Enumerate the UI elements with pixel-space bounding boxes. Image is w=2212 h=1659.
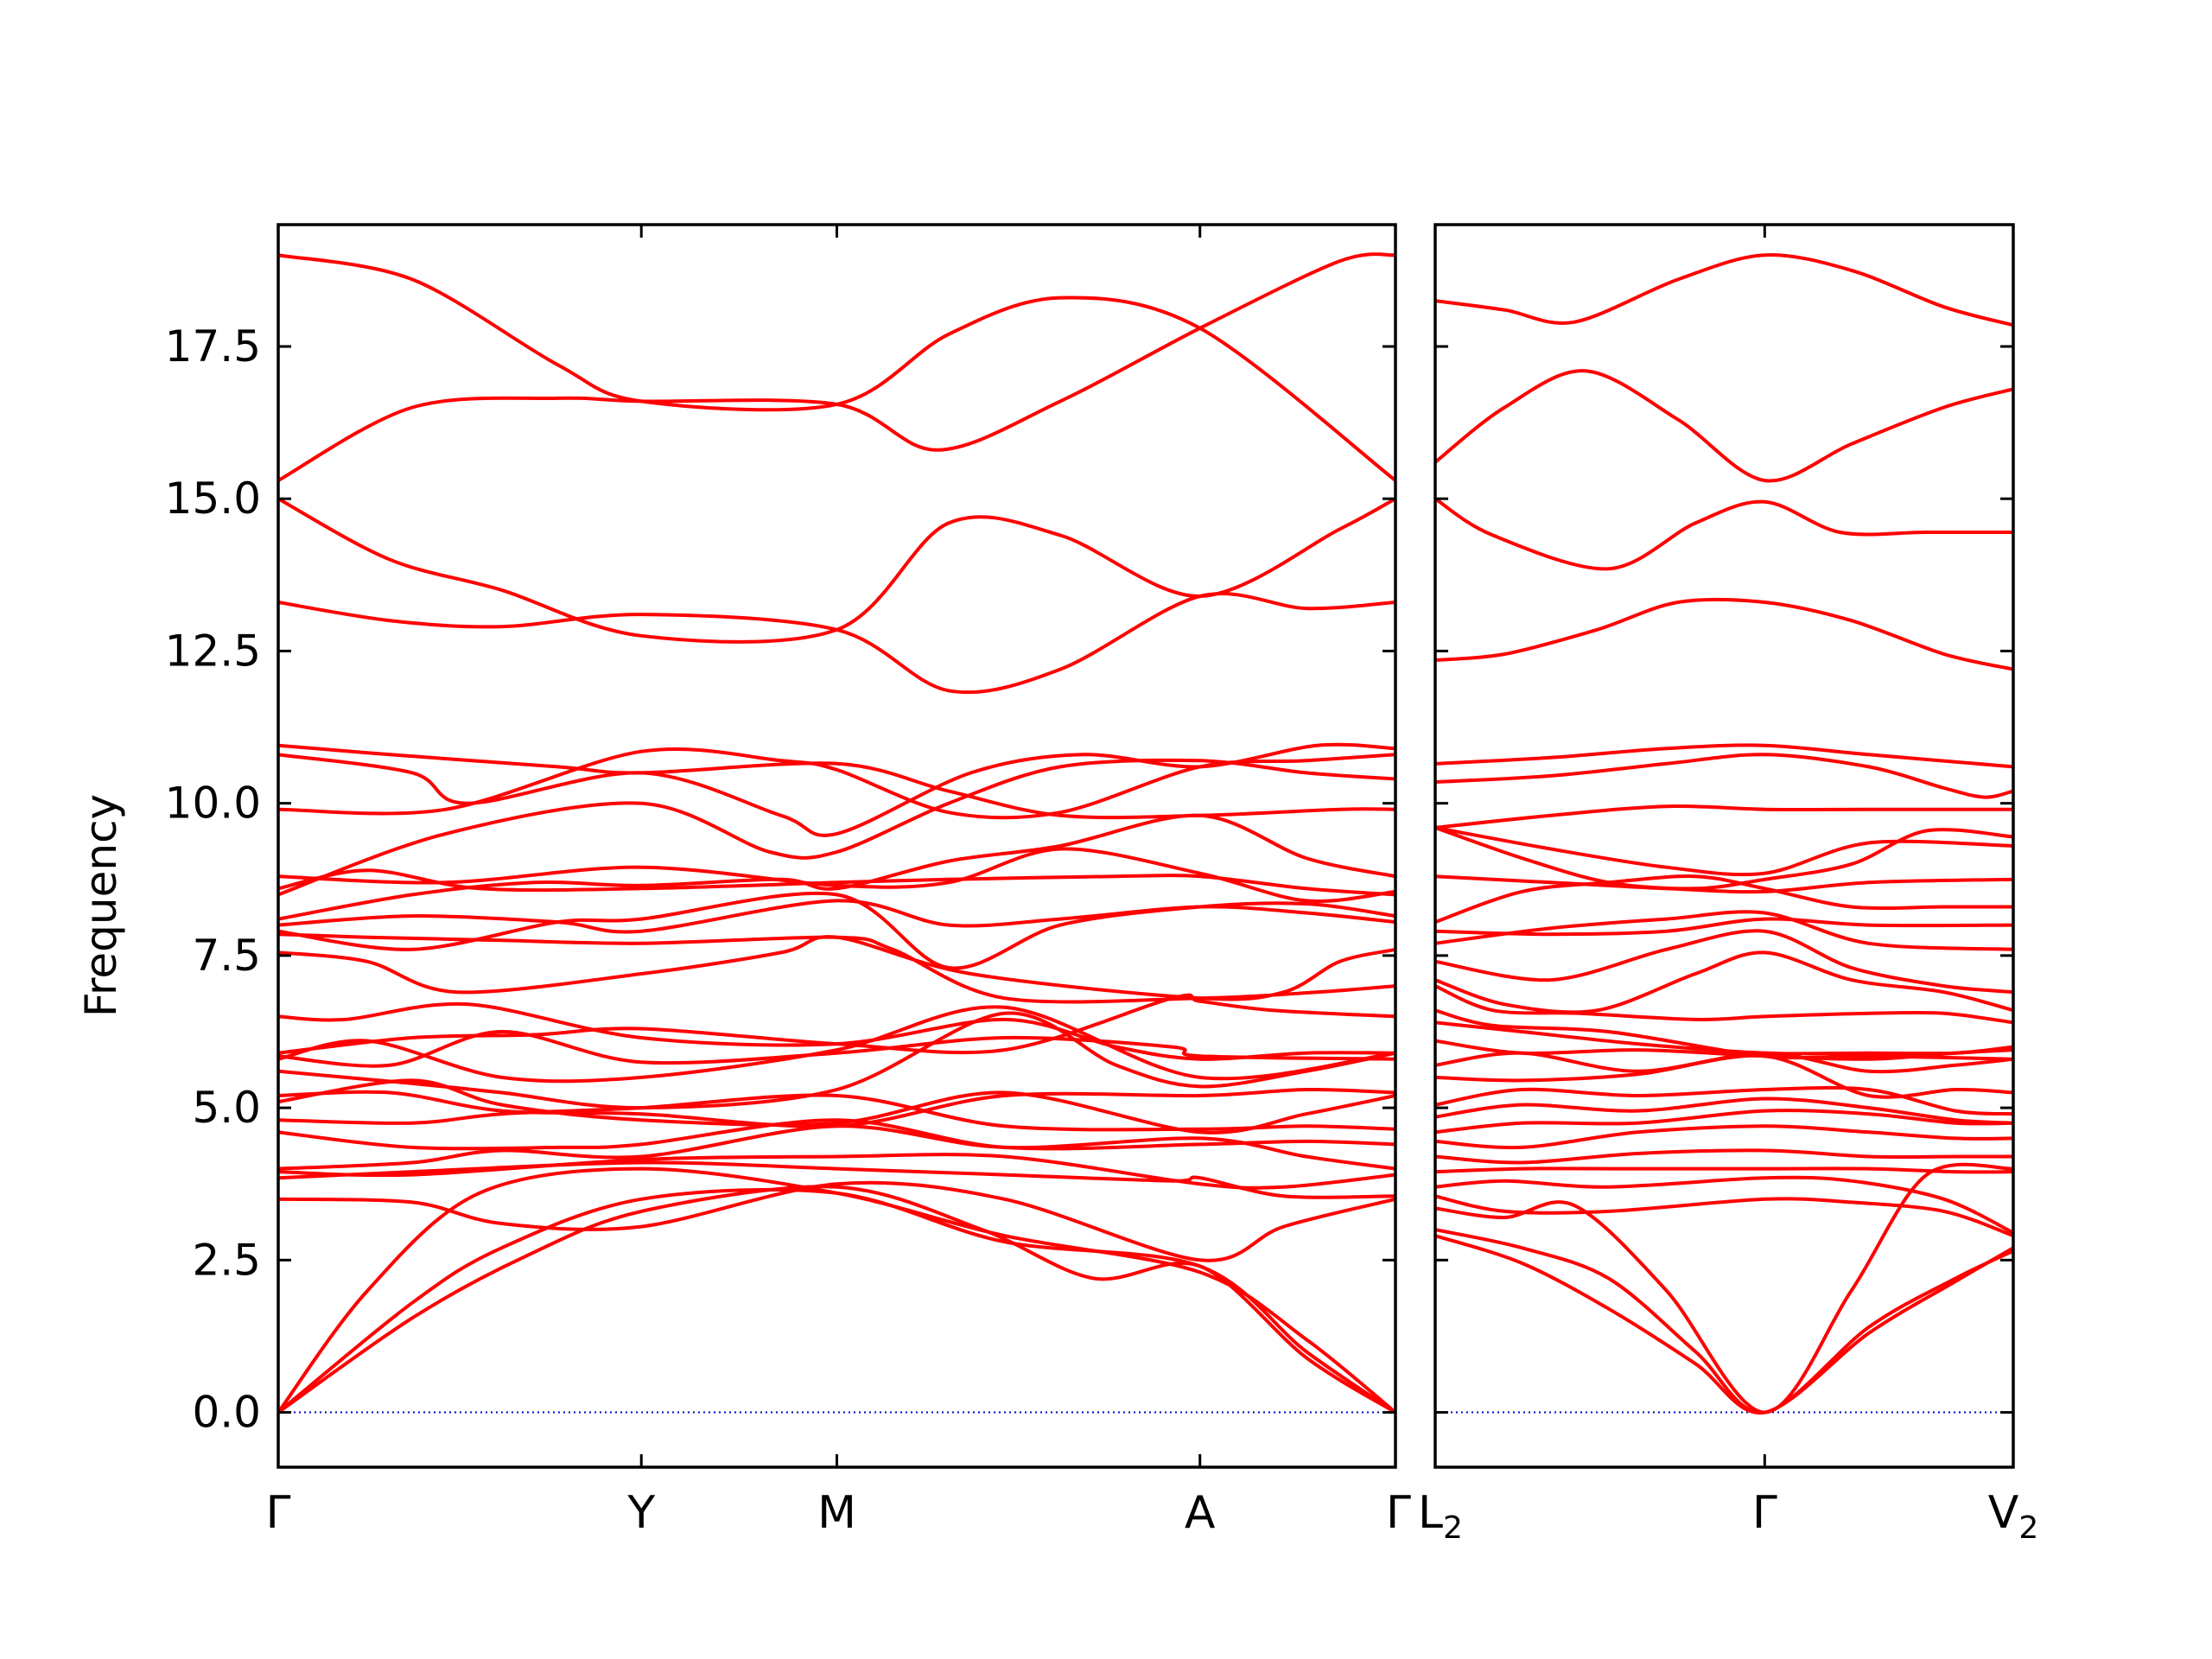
y-tick-label: 5.0: [192, 1083, 261, 1133]
x-tick-label: V2: [1988, 1487, 2038, 1546]
band-line-1-12: [278, 899, 1395, 934]
band-line-2-22: [1435, 1085, 2013, 1116]
band-line-1-1: [278, 253, 1395, 483]
axes-layer: 0.02.55.07.510.012.515.017.5Γ Y M A Γ L2 Γ V2: [165, 223, 2038, 1546]
band-line-2-21: [1435, 1053, 2013, 1099]
band-line-1-3: [278, 497, 1395, 644]
band-line-1-15: [278, 935, 1395, 1001]
band-line-1-18: [278, 1029, 1395, 1068]
band-line-1-7: [278, 747, 1395, 820]
panel-1-bands: [278, 252, 1395, 1414]
panel-2-bands: [1435, 253, 2013, 1414]
band-line-2-7: [1435, 804, 2013, 830]
band-line-2-23: [1435, 1096, 2013, 1125]
band-line-2-2: [1435, 369, 2013, 483]
band-line-2-11: [1435, 874, 2013, 925]
band-line-1-26: [278, 1153, 1395, 1190]
x-tick-label: L2: [1418, 1487, 1463, 1546]
band-line-1-11: [278, 813, 1395, 921]
band-line-2-12: [1435, 917, 2013, 937]
x-tick-label: Γ: [266, 1487, 291, 1539]
x-tick-label: Γ: [1386, 1487, 1411, 1539]
band-line-1-23: [278, 1093, 1395, 1132]
band-line-2-26: [1435, 1148, 2013, 1165]
band-line-1-30: [278, 1187, 1395, 1414]
band-line-2-28: [1435, 1175, 2013, 1235]
band-line-1-4: [278, 592, 1395, 695]
band-line-1-13: [278, 891, 1395, 970]
band-line-2-9: [1435, 825, 2013, 891]
x-tick-label: Y: [626, 1487, 655, 1539]
y-tick-label: 0.0: [192, 1388, 261, 1438]
band-line-2-6: [1435, 753, 2013, 799]
band-line-2-4: [1435, 597, 2013, 671]
band-line-2-3: [1435, 497, 2013, 571]
band-line-2-32: [1435, 1234, 2013, 1414]
band-line-2-1: [1435, 253, 2013, 327]
band-line-2-10: [1435, 874, 2013, 894]
band-line-1-2: [278, 252, 1395, 483]
band-line-1-31: [278, 1185, 1395, 1414]
band-line-1-9: [278, 847, 1395, 903]
band-line-1-8: [278, 758, 1395, 897]
y-tick-label: 10.0: [165, 779, 261, 829]
band-line-2-29: [1435, 1194, 2013, 1238]
band-line-2-24: [1435, 1109, 2013, 1135]
band-line-2-15: [1435, 950, 2013, 1014]
x-tick-label: A: [1185, 1487, 1216, 1539]
y-tick-label: 7.5: [192, 931, 261, 981]
band-line-2-5: [1435, 743, 2013, 769]
band-line-2-13: [1435, 910, 2013, 951]
y-tick-label: 2.5: [192, 1235, 261, 1285]
band-line-1-14: [278, 932, 1395, 1004]
band-line-2-25: [1435, 1124, 2013, 1150]
y-tick-label: 15.0: [165, 474, 261, 524]
band-line-1-27: [278, 1160, 1395, 1199]
band-line-1-20: [278, 1011, 1395, 1110]
panel-2-frame: [1433, 223, 2015, 1469]
band-line-1-25: [278, 1124, 1395, 1171]
bands-layer: [278, 252, 2013, 1414]
x-tick-label: M: [817, 1487, 856, 1539]
y-tick-label: 12.5: [165, 626, 261, 676]
band-line-1-29: [278, 1166, 1395, 1414]
band-line-1-5: [278, 743, 1395, 820]
band-line-2-16: [1435, 984, 2013, 1025]
band-line-2-14: [1435, 929, 2013, 995]
band-line-2-20: [1435, 1051, 2013, 1074]
band-line-2-31: [1435, 1228, 2013, 1414]
band-line-2-8: [1435, 825, 2013, 877]
band-line-2-27: [1435, 1166, 2013, 1174]
band-line-1-24: [278, 1118, 1395, 1151]
y-axis-label: Frequency: [76, 794, 126, 1017]
band-line-2-30: [1435, 1162, 2013, 1414]
band-line-1-19: [278, 1005, 1395, 1084]
y-tick-label: 17.5: [165, 321, 261, 372]
x-tick-label: Γ: [1752, 1487, 1777, 1539]
